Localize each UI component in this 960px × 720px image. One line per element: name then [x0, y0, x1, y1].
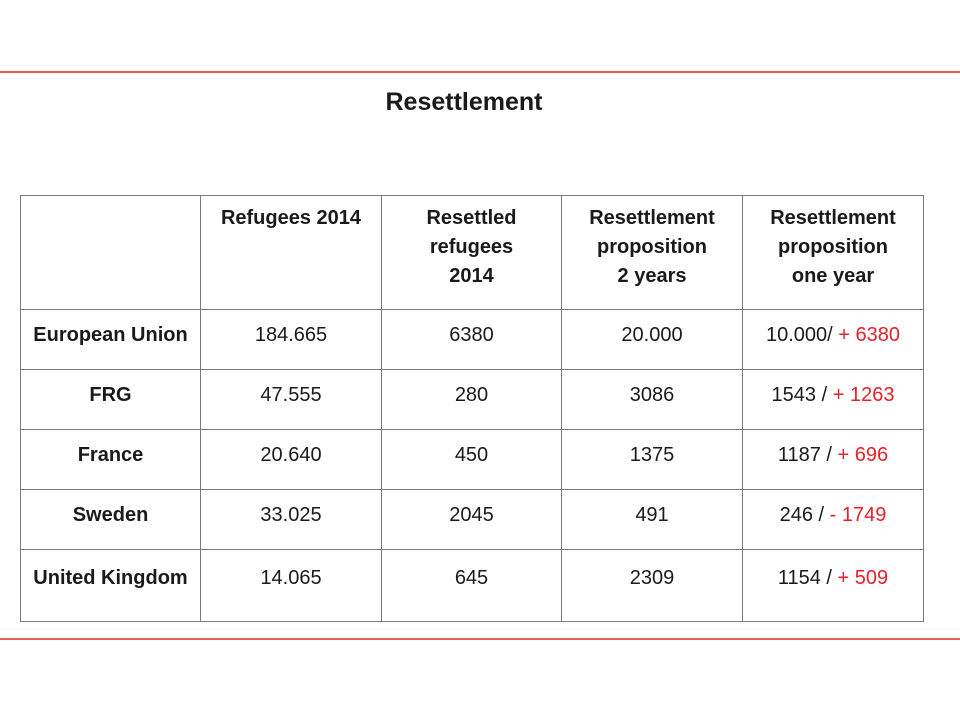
one-year-cell: 10.000/ + 6380 — [742, 309, 924, 370]
table-row: FRG 47.555 280 3086 1543 / + 1263 — [20, 369, 924, 430]
header-line: Resettlement — [770, 207, 896, 229]
resettled-cell: 645 — [381, 549, 562, 622]
resettled-cell: 450 — [381, 429, 562, 490]
table-row: United Kingdom 14.065 645 2309 1154 / + … — [20, 549, 924, 622]
one-year-base: 10.000/ — [765, 324, 833, 346]
top-rule — [0, 71, 960, 73]
header-proposition-2-years: Resettlement proposition 2 years — [561, 195, 743, 310]
header-empty-cell — [20, 195, 201, 310]
one-year-cell: 1154 / + 509 — [742, 549, 924, 622]
two-years-cell: 3086 — [561, 369, 743, 430]
two-years-cell: 1375 — [561, 429, 743, 490]
row-label: United Kingdom — [20, 549, 201, 622]
page-title: Resettlement — [385, 88, 543, 116]
table-row: Sweden 33.025 2045 491 246 / - 1749 — [20, 489, 924, 550]
one-year-cell: 1187 / + 696 — [742, 429, 924, 490]
bottom-rule — [0, 638, 960, 640]
resettled-cell: 2045 — [381, 489, 562, 550]
resettlement-table: Refugees 2014 Resettled refugees 2014 Re… — [20, 195, 924, 622]
one-year-base: 1543 / — [771, 384, 828, 406]
table-header-row: Refugees 2014 Resettled refugees 2014 Re… — [20, 195, 924, 310]
row-label: France — [20, 429, 201, 490]
header-line: Resettled — [426, 207, 517, 229]
one-year-base: 246 / — [779, 504, 825, 526]
header-line: Refugees 2014 — [220, 207, 362, 229]
one-year-cell: 1543 / + 1263 — [742, 369, 924, 430]
header-line: one year — [791, 265, 875, 287]
two-years-cell: 491 — [561, 489, 743, 550]
refugees-cell: 14.065 — [200, 549, 382, 622]
table-row: European Union 184.665 6380 20.000 10.00… — [20, 309, 924, 370]
refugees-cell: 33.025 — [200, 489, 382, 550]
table-row: France 20.640 450 1375 1187 / + 696 — [20, 429, 924, 490]
one-year-diff: + 509 — [837, 567, 889, 589]
one-year-diff: + 6380 — [838, 324, 901, 346]
one-year-base: 1154 / — [777, 567, 832, 589]
resettled-cell: 280 — [381, 369, 562, 430]
header-line: 2 years — [617, 265, 687, 287]
header-line: proposition — [597, 236, 707, 258]
resettled-cell: 6380 — [381, 309, 562, 370]
header-line: proposition — [778, 236, 888, 258]
header-refugees-2014: Refugees 2014 — [200, 195, 382, 310]
header-proposition-one-year: Resettlement proposition one year — [742, 195, 924, 310]
two-years-cell: 2309 — [561, 549, 743, 622]
one-year-base: 1187 / — [777, 444, 832, 466]
refugees-cell: 184.665 — [200, 309, 382, 370]
header-resettled-refugees: Resettled refugees 2014 — [381, 195, 562, 310]
refugees-cell: 20.640 — [200, 429, 382, 490]
one-year-diff: + 1263 — [832, 384, 895, 406]
two-years-cell: 20.000 — [561, 309, 743, 370]
header-line: refugees — [429, 236, 514, 258]
header-line: 2014 — [449, 265, 494, 287]
row-label: European Union — [20, 309, 201, 370]
row-label: Sweden — [20, 489, 201, 550]
one-year-diff: + 696 — [837, 444, 889, 466]
one-year-diff: - 1749 — [829, 504, 887, 526]
row-label: FRG — [20, 369, 201, 430]
refugees-cell: 47.555 — [200, 369, 382, 430]
header-line: Resettlement — [589, 207, 715, 229]
one-year-cell: 246 / - 1749 — [742, 489, 924, 550]
